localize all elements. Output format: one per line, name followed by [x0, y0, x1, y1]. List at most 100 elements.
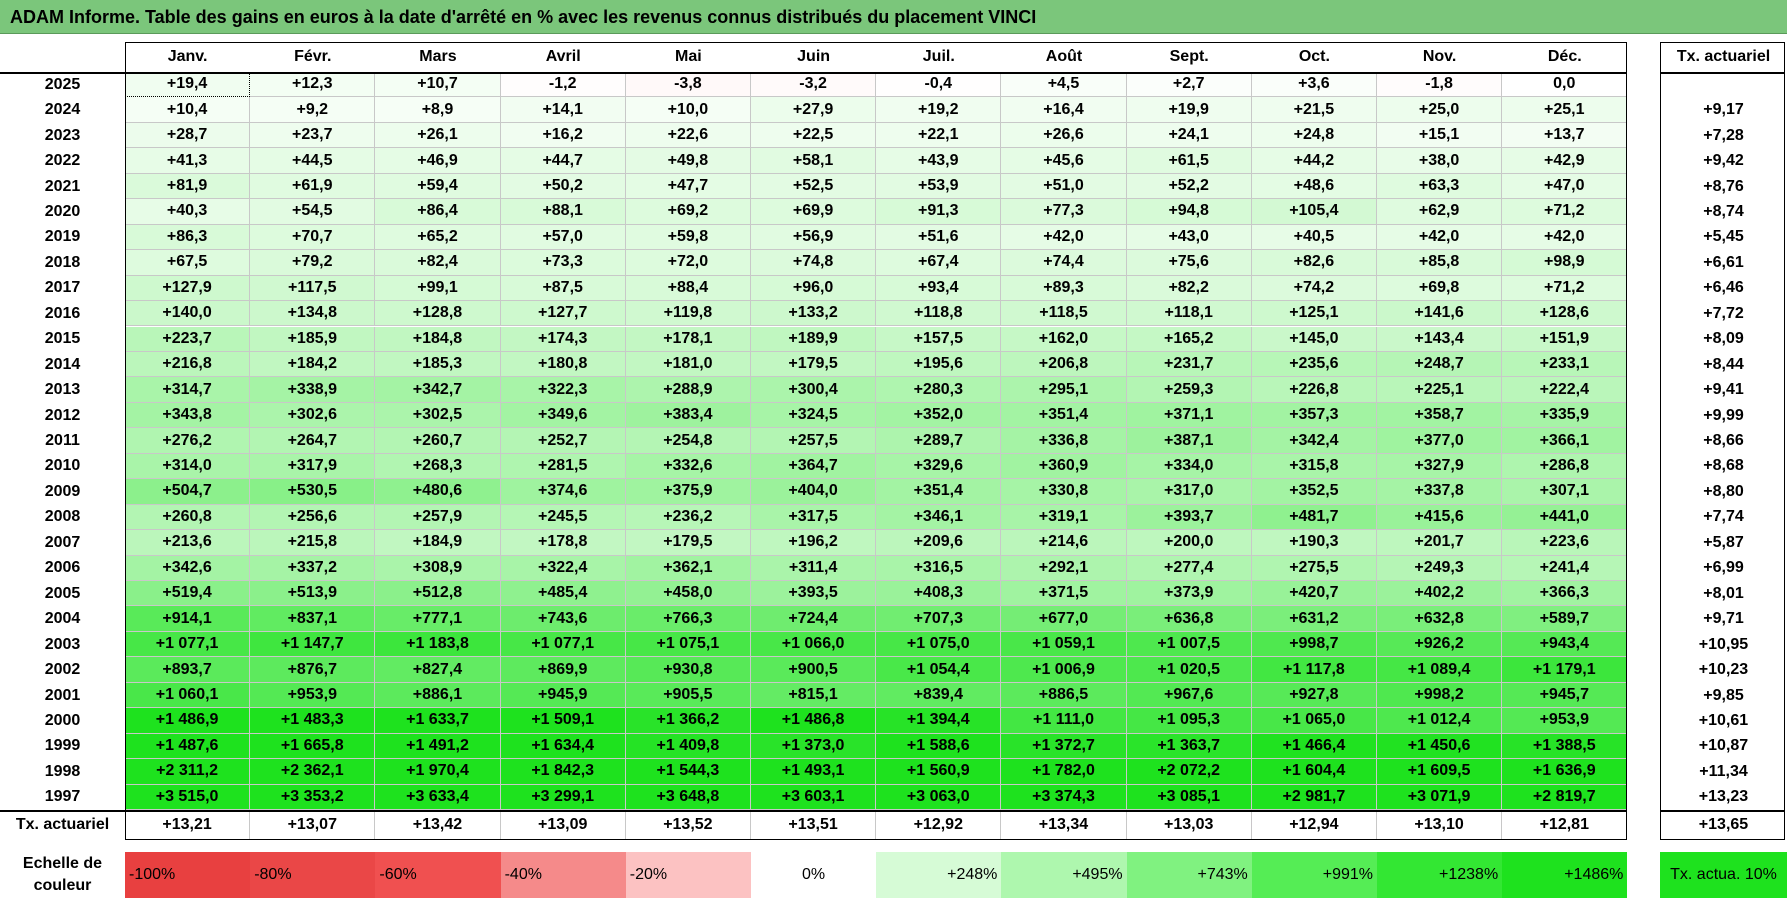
- table-cell[interactable]: +1 483,3: [250, 708, 376, 734]
- table-cell[interactable]: +128,6: [1502, 301, 1628, 327]
- table-cell[interactable]: +334,0: [1126, 453, 1252, 480]
- table-cell[interactable]: +905,5: [625, 682, 751, 709]
- table-cell[interactable]: +16,4: [1001, 97, 1127, 123]
- table-cell[interactable]: +185,9: [250, 326, 376, 352]
- table-cell[interactable]: +174,3: [500, 326, 626, 352]
- table-cell[interactable]: +59,8: [625, 224, 751, 251]
- table-cell[interactable]: +82,2: [1126, 275, 1252, 302]
- table-cell[interactable]: +1 491,2: [375, 733, 501, 760]
- table-cell[interactable]: +275,5: [1251, 555, 1377, 581]
- table-cell[interactable]: +27,9: [751, 97, 877, 123]
- table-cell[interactable]: +408,3: [876, 581, 1002, 607]
- table-cell[interactable]: +125,1: [1251, 301, 1377, 327]
- table-cell[interactable]: +3,6: [1251, 72, 1377, 98]
- table-cell[interactable]: +276,2: [125, 428, 251, 454]
- table-cell[interactable]: +377,0: [1377, 428, 1503, 454]
- table-cell[interactable]: +226,8: [1251, 377, 1377, 403]
- table-cell[interactable]: +214,6: [1001, 530, 1127, 556]
- table-cell[interactable]: +1 183,8: [375, 631, 501, 658]
- table-cell[interactable]: +292,1: [1001, 555, 1127, 581]
- table-cell[interactable]: +14,1: [500, 97, 626, 123]
- table-cell[interactable]: +677,0: [1001, 606, 1127, 632]
- table-cell[interactable]: +322,4: [500, 555, 626, 581]
- table-cell[interactable]: +837,1: [250, 606, 376, 632]
- table-cell[interactable]: +134,8: [250, 301, 376, 327]
- table-cell[interactable]: +351,4: [876, 479, 1002, 505]
- table-cell[interactable]: +8,9: [375, 97, 501, 123]
- table-cell[interactable]: +366,1: [1502, 428, 1628, 454]
- table-cell[interactable]: +330,8: [1001, 479, 1127, 505]
- table-cell[interactable]: +19,4: [125, 72, 251, 98]
- table-cell[interactable]: +1 544,3: [625, 759, 751, 785]
- table-cell[interactable]: +743,6: [500, 606, 626, 632]
- table-cell[interactable]: +12,3: [250, 72, 376, 98]
- table-cell[interactable]: +589,7: [1502, 606, 1628, 632]
- table-cell[interactable]: +277,4: [1126, 555, 1252, 581]
- table-cell[interactable]: +41,3: [125, 148, 251, 174]
- table-cell[interactable]: +346,1: [876, 504, 1002, 531]
- table-cell[interactable]: +189,9: [751, 326, 877, 352]
- table-cell[interactable]: +1 486,8: [751, 708, 877, 734]
- table-cell[interactable]: +1 604,4: [1251, 759, 1377, 785]
- table-cell[interactable]: +70,7: [250, 224, 376, 251]
- table-cell[interactable]: +914,1: [125, 606, 251, 632]
- table-cell[interactable]: +1 970,4: [375, 759, 501, 785]
- table-cell[interactable]: +44,2: [1251, 148, 1377, 174]
- table-cell[interactable]: +13,7: [1502, 122, 1628, 149]
- table-cell[interactable]: +362,1: [625, 555, 751, 581]
- table-cell[interactable]: +1 060,1: [125, 682, 251, 709]
- table-cell[interactable]: +485,4: [500, 581, 626, 607]
- table-cell[interactable]: +393,7: [1126, 504, 1252, 531]
- table-cell[interactable]: +519,4: [125, 581, 251, 607]
- table-cell[interactable]: +1 466,4: [1251, 733, 1377, 760]
- table-cell[interactable]: +73,3: [500, 250, 626, 276]
- table-cell[interactable]: +179,5: [751, 351, 877, 378]
- table-cell[interactable]: +1 372,7: [1001, 733, 1127, 760]
- table-cell[interactable]: +248,7: [1377, 351, 1503, 378]
- table-cell[interactable]: +51,0: [1001, 173, 1127, 200]
- table-cell[interactable]: +900,5: [751, 657, 877, 683]
- table-cell[interactable]: +374,6: [500, 479, 626, 505]
- table-cell[interactable]: +357,3: [1251, 402, 1377, 429]
- table-cell[interactable]: -3,8: [625, 72, 751, 98]
- table-cell[interactable]: +893,7: [125, 657, 251, 683]
- table-cell[interactable]: +28,7: [125, 122, 251, 149]
- table-cell[interactable]: +40,3: [125, 199, 251, 225]
- table-cell[interactable]: +178,8: [500, 530, 626, 556]
- table-cell[interactable]: +245,5: [500, 504, 626, 531]
- table-cell[interactable]: +2 819,7: [1502, 784, 1628, 811]
- table-cell[interactable]: +231,7: [1126, 351, 1252, 378]
- table-cell[interactable]: +766,3: [625, 606, 751, 632]
- table-cell[interactable]: +307,1: [1502, 479, 1628, 505]
- table-cell[interactable]: +53,9: [876, 173, 1002, 200]
- table-cell[interactable]: +42,0: [1001, 224, 1127, 251]
- table-cell[interactable]: +1 066,0: [751, 631, 877, 658]
- table-cell[interactable]: +343,8: [125, 402, 251, 429]
- table-cell[interactable]: +530,5: [250, 479, 376, 505]
- table-cell[interactable]: +79,2: [250, 250, 376, 276]
- table-cell[interactable]: +1 020,5: [1126, 657, 1252, 683]
- table-cell[interactable]: +15,1: [1377, 122, 1503, 149]
- table-cell[interactable]: +352,5: [1251, 479, 1377, 505]
- table-cell[interactable]: +24,8: [1251, 122, 1377, 149]
- table-cell[interactable]: +1 450,6: [1377, 733, 1503, 760]
- table-cell[interactable]: +632,8: [1377, 606, 1503, 632]
- table-cell[interactable]: +360,9: [1001, 453, 1127, 480]
- table-cell[interactable]: +69,9: [751, 199, 877, 225]
- table-cell[interactable]: -0,4: [876, 72, 1002, 98]
- table-cell[interactable]: +59,4: [375, 173, 501, 200]
- table-cell[interactable]: +3 071,9: [1377, 784, 1503, 811]
- table-cell[interactable]: +89,3: [1001, 275, 1127, 302]
- table-cell[interactable]: +1 560,9: [876, 759, 1002, 785]
- table-cell[interactable]: +1 075,1: [625, 631, 751, 658]
- table-cell[interactable]: +99,1: [375, 275, 501, 302]
- table-cell[interactable]: +184,2: [250, 351, 376, 378]
- table-cell[interactable]: +316,5: [876, 555, 1002, 581]
- table-cell[interactable]: +22,5: [751, 122, 877, 149]
- table-cell[interactable]: +1 588,6: [876, 733, 1002, 760]
- table-cell[interactable]: +1 782,0: [1001, 759, 1127, 785]
- table-cell[interactable]: +141,6: [1377, 301, 1503, 327]
- table-cell[interactable]: +118,8: [876, 301, 1002, 327]
- table-cell[interactable]: +25,1: [1502, 97, 1628, 123]
- table-cell[interactable]: +56,9: [751, 224, 877, 251]
